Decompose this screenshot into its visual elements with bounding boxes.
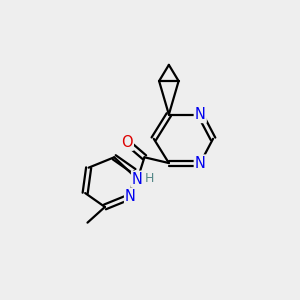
Text: N: N [195, 107, 206, 122]
Text: N: N [125, 189, 136, 204]
Text: O: O [121, 135, 133, 150]
Text: N: N [195, 155, 206, 170]
Text: N: N [132, 172, 143, 187]
Text: H: H [145, 172, 154, 184]
